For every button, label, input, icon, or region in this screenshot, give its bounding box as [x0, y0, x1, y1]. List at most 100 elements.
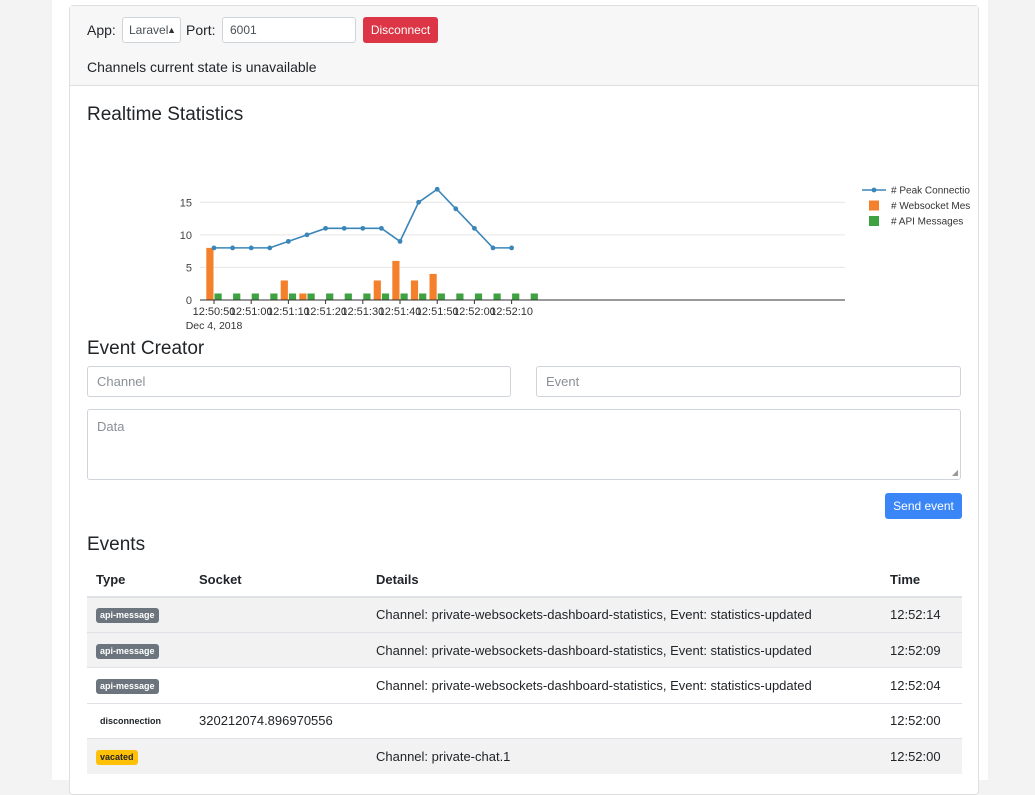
- websocket-messages-bar: [373, 280, 381, 300]
- time-cell: 12:52:04: [881, 667, 962, 704]
- peak-connections-point: [416, 199, 421, 205]
- x-tick-label: 12:50:50: [193, 306, 236, 318]
- peak-connections-point: [397, 238, 403, 244]
- details-cell: Channel: private-websockets-dashboard-st…: [367, 631, 881, 668]
- websocket-messages-bar: [280, 280, 288, 300]
- legend-bar-swatch: [869, 200, 879, 211]
- details-cell: Channel: private-websockets-dashboard-st…: [367, 667, 881, 704]
- x-tick-label: 12:51:00: [230, 306, 273, 318]
- websocket-messages-bar: [410, 280, 419, 300]
- socket-cell: [190, 738, 367, 774]
- select-caret-icon: ▲: [167, 25, 176, 35]
- peak-connections-point: [267, 245, 273, 251]
- x-tick-label: 12:51:50: [416, 306, 459, 318]
- peak-connections-point: [379, 225, 384, 231]
- data-textarea[interactable]: Data ◢: [87, 409, 961, 480]
- app-select-value: Laravel: [129, 23, 169, 37]
- y-tick-label: 15: [180, 197, 192, 209]
- dashboard-card: App: Laravel ▲ Port: 6001 Disconnect Cha…: [69, 5, 979, 795]
- api-messages-bar: [214, 293, 222, 300]
- y-tick-label: 5: [186, 262, 192, 274]
- api-messages-bar: [456, 293, 464, 300]
- y-tick-label: 0: [186, 295, 192, 307]
- peak-connections-point: [323, 225, 328, 231]
- type-cell: api-message: [87, 667, 190, 704]
- peak-connections-point: [211, 245, 217, 251]
- table-row: disconnection 320212074.896970556 12:52:…: [87, 702, 962, 739]
- socket-cell: 320212074.896970556: [190, 702, 367, 739]
- socket-cell: [190, 667, 367, 704]
- app-label: App:: [87, 22, 116, 38]
- channel-input[interactable]: Channel: [87, 366, 511, 397]
- column-header-details: Details: [367, 563, 881, 598]
- channels-state-text: Channels current state is unavailable: [87, 59, 317, 75]
- api-messages-bar: [512, 293, 520, 300]
- legend-point-swatch: [871, 187, 877, 193]
- column-header-time: Time: [881, 563, 962, 598]
- api-messages-bar: [474, 293, 483, 300]
- peak-connections-point: [230, 245, 236, 251]
- app-select[interactable]: Laravel ▲: [122, 17, 181, 43]
- event-creator-title: Event Creator: [87, 338, 205, 359]
- api-messages-bar: [344, 293, 352, 300]
- type-cell: api-message: [87, 631, 190, 668]
- peak-connections-line: [214, 188, 512, 249]
- chart-line: [211, 186, 514, 251]
- websocket-messages-bar: [299, 293, 307, 300]
- resize-grip-icon[interactable]: ◢: [951, 468, 958, 477]
- channel-placeholder: Channel: [97, 374, 146, 389]
- legend-bar-swatch: [869, 216, 879, 226]
- peak-connections-point: [490, 245, 496, 251]
- data-placeholder: Data: [97, 419, 125, 434]
- socket-cell: [190, 631, 367, 668]
- peak-connections-point: [286, 238, 291, 244]
- type-badge: api-message: [96, 608, 159, 624]
- x-tick-label: 12:51:10: [267, 306, 310, 318]
- disconnect-button[interactable]: Disconnect: [363, 17, 438, 43]
- api-messages-bar: [251, 293, 259, 300]
- send-event-button[interactable]: Send event: [885, 493, 962, 519]
- x-tick-label: 12:52:10: [490, 306, 533, 318]
- api-messages-bar: [270, 293, 278, 300]
- table-row: api-message Channel: private-websockets-…: [87, 596, 962, 633]
- x-tick-label: 12:51:40: [379, 306, 422, 318]
- chart-axes: 05101512:50:5012:51:0012:51:1012:51:2012…: [180, 197, 845, 332]
- socket-cell: [190, 596, 367, 633]
- details-cell: Channel: private-chat.1: [367, 738, 881, 774]
- legend-label: # API Messages: [891, 217, 963, 228]
- realtime-statistics-chart: 05101512:50:5012:51:0012:51:1012:51:2012…: [180, 186, 970, 333]
- events-header-row: Type Socket Details Time: [87, 563, 962, 598]
- port-label: Port:: [186, 22, 216, 38]
- peak-connections-point: [453, 206, 459, 212]
- x-sub-label: Dec 4, 2018: [186, 320, 243, 332]
- type-badge: disconnection: [100, 716, 162, 727]
- peak-connections-point: [472, 225, 477, 231]
- api-messages-bar: [381, 293, 390, 300]
- realtime-statistics-title: Realtime Statistics: [87, 104, 244, 125]
- websocket-messages-bar: [392, 260, 400, 300]
- api-messages-bar: [326, 293, 334, 300]
- events-title: Events: [87, 534, 146, 555]
- type-badge: vacated: [96, 750, 138, 765]
- peak-connections-point: [509, 245, 514, 251]
- time-cell: 12:52:00: [881, 738, 962, 774]
- legend-label: # Peak Connections: [891, 186, 970, 197]
- type-cell: disconnection: [87, 702, 190, 739]
- page: App: Laravel ▲ Port: 6001 Disconnect Cha…: [52, 0, 988, 795]
- event-input[interactable]: Event: [536, 366, 961, 397]
- table-row: api-message Channel: private-websockets-…: [87, 631, 962, 668]
- x-tick-label: 12:51:30: [341, 306, 384, 318]
- column-header-socket: Socket: [190, 563, 367, 598]
- api-messages-bar: [233, 293, 241, 300]
- port-input-value: 6001: [230, 23, 257, 37]
- chart-legend: # Peak Connections # Websocket Messages # …: [862, 186, 970, 228]
- peak-connections-point: [304, 232, 310, 238]
- table-row: api-message Channel: private-websockets-…: [87, 667, 962, 704]
- port-input[interactable]: 6001: [222, 17, 356, 43]
- chart-grid: [200, 201, 845, 268]
- legend-label: # Websocket Messages: [891, 201, 970, 212]
- x-tick-label: 12:51:20: [304, 306, 347, 318]
- websocket-messages-bar: [206, 247, 214, 300]
- table-row: vacated Channel: private-chat.1 12:52:00: [87, 738, 962, 774]
- peak-connections-point: [360, 225, 366, 231]
